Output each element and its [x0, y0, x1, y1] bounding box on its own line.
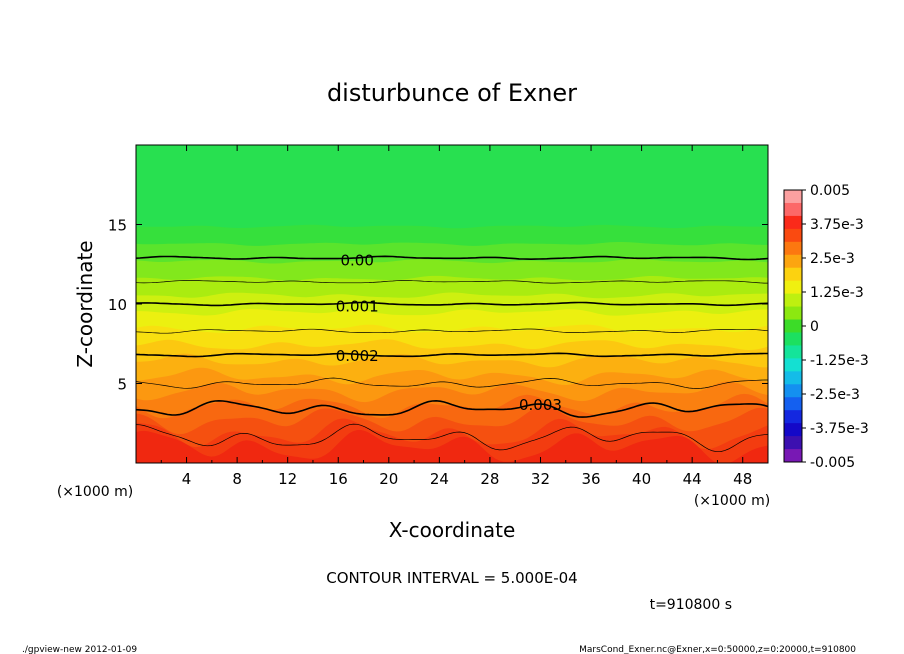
colorbar-label: 1.25e-3: [810, 285, 864, 301]
x-tick-label: 16: [329, 470, 348, 488]
footer-right: MarsCond_Exner.nc@Exner,x=0:50000,z=0:20…: [579, 645, 856, 654]
colorbar-swatch: [784, 371, 802, 385]
chart-title: disturbunce of Exner: [327, 79, 577, 107]
colorbar-label: -1.25e-3: [810, 353, 869, 369]
colorbar-swatch: [784, 202, 802, 217]
colorbar-label: 0: [810, 319, 819, 335]
colorbar-swatch: [784, 345, 802, 359]
footer-left: ./gpview-new 2012-01-09: [22, 645, 137, 654]
colorbar-label: -2.5e-3: [810, 387, 860, 403]
x-axis-label: X-coordinate: [389, 518, 516, 542]
contour-line-major: [135, 399, 769, 418]
contour-labels: 0.00 0.001 0.002 0.003: [336, 251, 562, 414]
colorbar-swatch: [784, 267, 802, 282]
x-tick-label: 36: [581, 470, 600, 488]
colorbar-swatch: [784, 358, 802, 372]
contour-fill: [136, 145, 768, 463]
contour-label: 0.003: [519, 396, 562, 414]
contour-lines: [135, 255, 769, 453]
colorbar-swatch: [784, 332, 802, 346]
colorbar-swatch: [784, 190, 802, 204]
colorbar-label: 0.005: [810, 183, 850, 199]
contour-band: [136, 430, 768, 463]
y-tick-label: 5: [117, 376, 127, 394]
colorbar: 0.005 3.75e-3 2.5e-3 1.25e-3 0 -1.25e-3 -2.5e-…: [783, 183, 869, 471]
x-tick-label: 20: [379, 470, 398, 488]
y-tick-label: 15: [108, 217, 127, 235]
colorbar-swatch: [784, 397, 802, 411]
colorbar-label: -3.75e-3: [810, 421, 869, 437]
plot-area: 0.00 0.001 0.002 0.003: [135, 144, 769, 464]
colorbar-swatch: [784, 241, 802, 256]
x-tick-label: 8: [232, 470, 242, 488]
colorbar-swatch: [784, 319, 802, 333]
x-tick-label: 44: [683, 470, 702, 488]
x-tick-label: 40: [632, 470, 651, 488]
contour-line-major: [135, 352, 768, 358]
x-tick-label: 28: [480, 470, 499, 488]
contour-line-minor: [135, 377, 768, 389]
colorbar-swatch: [784, 215, 802, 230]
time-text: t=910800 s: [650, 597, 732, 613]
colorbar-swatch: [784, 449, 802, 463]
x-axis-ticks: 4 8 12 16 20 24 28 32 36 40 44 48: [160, 145, 752, 488]
x-unit-left: (×1000 m): [57, 484, 133, 500]
colorbar-swatch: [784, 280, 802, 295]
x-tick-label: 32: [531, 470, 550, 488]
contour-line-minor: [135, 280, 768, 284]
colorbar-swatch: [784, 293, 802, 308]
contour-interval-text: CONTOUR INTERVAL = 5.000E-04: [326, 569, 577, 587]
x-unit-right: (×1000 m): [694, 493, 770, 509]
colorbar-swatch: [784, 384, 802, 398]
y-axis-ticks: 5 10 15: [108, 217, 768, 394]
colorbar-swatch: [784, 306, 802, 321]
contour-line-major: [135, 255, 769, 261]
x-tick-label: 24: [430, 470, 449, 488]
x-tick-label: 4: [182, 470, 192, 488]
x-tick-label: 12: [278, 470, 297, 488]
contour-line-major: [135, 301, 769, 307]
contour-label: 0.001: [336, 298, 379, 316]
colorbar-label: 3.75e-3: [810, 217, 864, 233]
contour-line-minor: [135, 328, 769, 334]
contour-label: 0.002: [336, 347, 379, 365]
x-tick-label: 48: [733, 470, 752, 488]
colorbar-swatch: [784, 410, 802, 424]
colorbar-swatch: [784, 254, 802, 269]
colorbar-label: -0.005: [810, 455, 855, 471]
colorbar-swatch: [784, 436, 802, 450]
colorbar-swatch: [784, 423, 802, 437]
y-axis-label: Z-coordinate: [73, 240, 97, 367]
contour-label: 0.00: [340, 251, 373, 269]
y-tick-label: 10: [108, 296, 127, 314]
contour-line-minor: [135, 423, 769, 453]
colorbar-swatch: [784, 228, 802, 243]
colorbar-label: 2.5e-3: [810, 251, 855, 267]
